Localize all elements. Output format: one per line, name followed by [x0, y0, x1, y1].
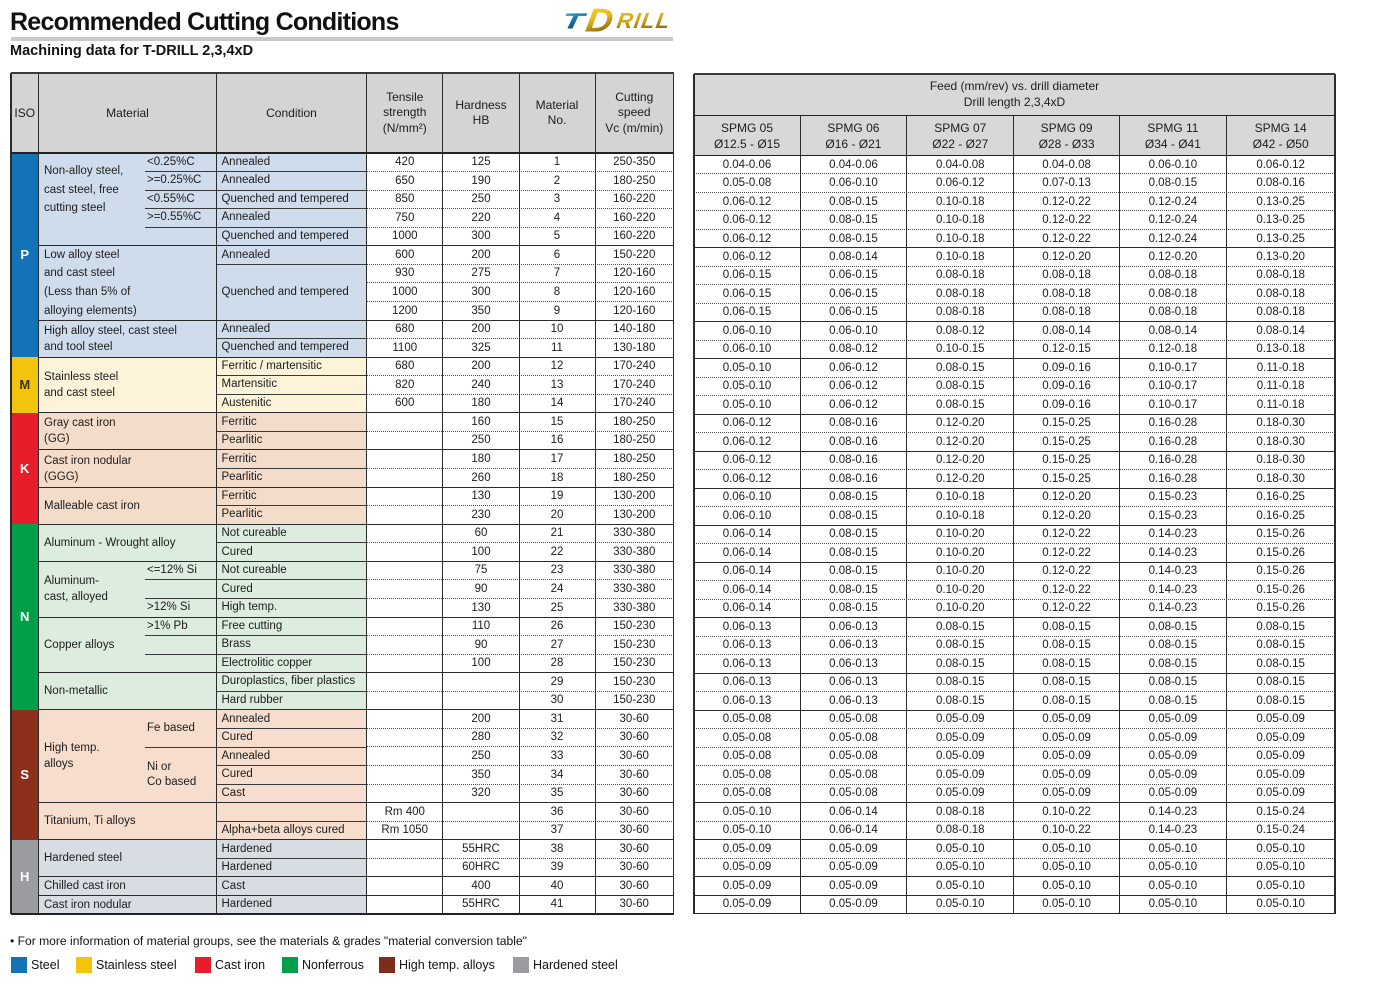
svg-text:D: D — [583, 2, 615, 39]
svg-text:RILL: RILL — [615, 8, 673, 33]
